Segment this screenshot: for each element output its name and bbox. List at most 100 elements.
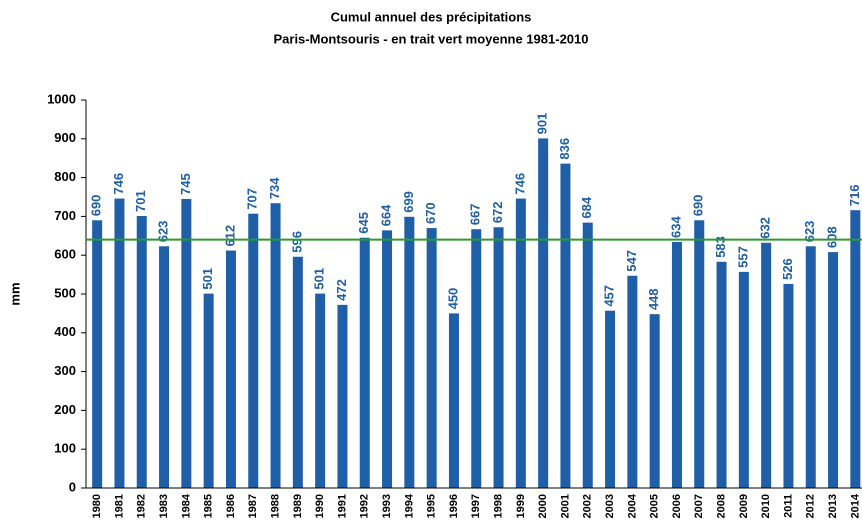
bar bbox=[738, 271, 749, 488]
bar bbox=[426, 228, 437, 489]
bar bbox=[181, 198, 192, 488]
value-label: 623 bbox=[802, 221, 817, 243]
bar bbox=[627, 275, 638, 488]
y-tick-label: 900 bbox=[54, 130, 76, 145]
x-tick-label: 2010 bbox=[760, 494, 772, 518]
x-tick-label: 2005 bbox=[649, 494, 661, 518]
chart-title: Cumul annuel des précipitations bbox=[331, 9, 532, 24]
bar bbox=[850, 210, 861, 488]
value-label: 746 bbox=[111, 173, 126, 195]
x-tick-label: 1985 bbox=[203, 494, 215, 518]
bar bbox=[359, 237, 370, 488]
value-label: 667 bbox=[468, 204, 483, 226]
value-label: 716 bbox=[847, 184, 862, 206]
x-tick-label: 2002 bbox=[582, 494, 594, 518]
x-tick-label: 1997 bbox=[470, 494, 482, 518]
x-tick-label: 1999 bbox=[515, 494, 527, 518]
value-label: 699 bbox=[401, 191, 416, 213]
x-tick-label: 1988 bbox=[269, 494, 281, 518]
bar bbox=[404, 216, 415, 488]
value-label: 608 bbox=[824, 226, 839, 248]
bar bbox=[538, 138, 549, 489]
x-tick-label: 2009 bbox=[738, 494, 750, 518]
bar bbox=[114, 198, 125, 488]
bar bbox=[783, 283, 794, 488]
bar bbox=[292, 256, 303, 488]
x-tick-label: 1992 bbox=[359, 494, 371, 518]
x-tick-label: 1984 bbox=[180, 493, 192, 518]
bar bbox=[805, 246, 816, 488]
x-tick-label: 1991 bbox=[336, 494, 348, 518]
bar bbox=[448, 313, 459, 488]
bar bbox=[694, 220, 705, 488]
bar bbox=[671, 242, 682, 488]
x-tick-label: 1982 bbox=[136, 494, 148, 518]
value-label: 457 bbox=[601, 285, 616, 307]
value-label: 672 bbox=[490, 202, 505, 224]
value-label: 557 bbox=[735, 246, 750, 268]
y-tick-label: 400 bbox=[54, 324, 76, 339]
value-label: 690 bbox=[89, 195, 104, 217]
x-tick-label: 2004 bbox=[626, 493, 638, 518]
x-tick-label: 2006 bbox=[671, 494, 683, 518]
value-label: 547 bbox=[624, 250, 639, 272]
bar bbox=[582, 222, 593, 488]
value-label: 623 bbox=[155, 221, 170, 243]
value-label: 596 bbox=[289, 231, 304, 253]
value-label: 670 bbox=[423, 202, 438, 224]
x-tick-label: 2008 bbox=[715, 494, 727, 518]
x-tick-label: 1994 bbox=[403, 493, 415, 518]
chart-subtitle: Paris-Montsouris - en trait vert moyenne… bbox=[273, 31, 588, 46]
x-tick-label: 2011 bbox=[782, 494, 794, 518]
bar bbox=[225, 250, 236, 488]
bar bbox=[649, 314, 660, 488]
x-tick-label: 1993 bbox=[381, 494, 393, 518]
x-tick-label: 1998 bbox=[492, 494, 504, 518]
value-label: 707 bbox=[245, 188, 260, 210]
value-label: 664 bbox=[378, 204, 393, 226]
value-label: 645 bbox=[356, 212, 371, 234]
value-label: 448 bbox=[646, 288, 661, 310]
value-label: 450 bbox=[445, 288, 460, 310]
y-tick-label: 100 bbox=[54, 441, 76, 456]
x-tick-label: 1981 bbox=[113, 494, 125, 518]
bar bbox=[515, 198, 526, 488]
bar bbox=[560, 163, 571, 488]
x-tick-label: 1983 bbox=[158, 494, 170, 518]
y-tick-label: 800 bbox=[54, 169, 76, 184]
value-label: 746 bbox=[512, 173, 527, 195]
value-label: 526 bbox=[780, 258, 795, 280]
value-label: 501 bbox=[200, 268, 215, 290]
y-tick-label: 600 bbox=[54, 247, 76, 262]
value-label: 472 bbox=[334, 279, 349, 301]
bar bbox=[248, 213, 259, 488]
bar bbox=[270, 203, 281, 488]
bar bbox=[315, 293, 326, 488]
bar bbox=[382, 230, 393, 489]
bar bbox=[337, 304, 348, 488]
value-label: 901 bbox=[535, 113, 550, 135]
y-tick-label: 300 bbox=[54, 363, 76, 378]
x-tick-label: 1996 bbox=[448, 494, 460, 518]
bar bbox=[471, 229, 482, 489]
value-label: 836 bbox=[557, 138, 572, 160]
value-label: 734 bbox=[267, 177, 282, 199]
value-label: 583 bbox=[713, 236, 728, 258]
bar bbox=[761, 242, 772, 488]
bar bbox=[716, 261, 727, 488]
bar bbox=[493, 227, 504, 488]
value-label: 701 bbox=[133, 190, 148, 212]
y-tick-label: 700 bbox=[54, 208, 76, 223]
value-label: 690 bbox=[691, 195, 706, 217]
y-axis-label: mm bbox=[7, 282, 22, 305]
value-label: 501 bbox=[312, 268, 327, 290]
x-tick-label: 2000 bbox=[537, 494, 549, 518]
x-tick-label: 1990 bbox=[314, 494, 326, 518]
bar bbox=[136, 216, 147, 488]
bar bbox=[159, 246, 170, 488]
value-label: 684 bbox=[579, 196, 594, 218]
value-label: 632 bbox=[758, 217, 773, 239]
x-tick-label: 2007 bbox=[693, 494, 705, 518]
y-tick-label: 500 bbox=[54, 285, 76, 300]
